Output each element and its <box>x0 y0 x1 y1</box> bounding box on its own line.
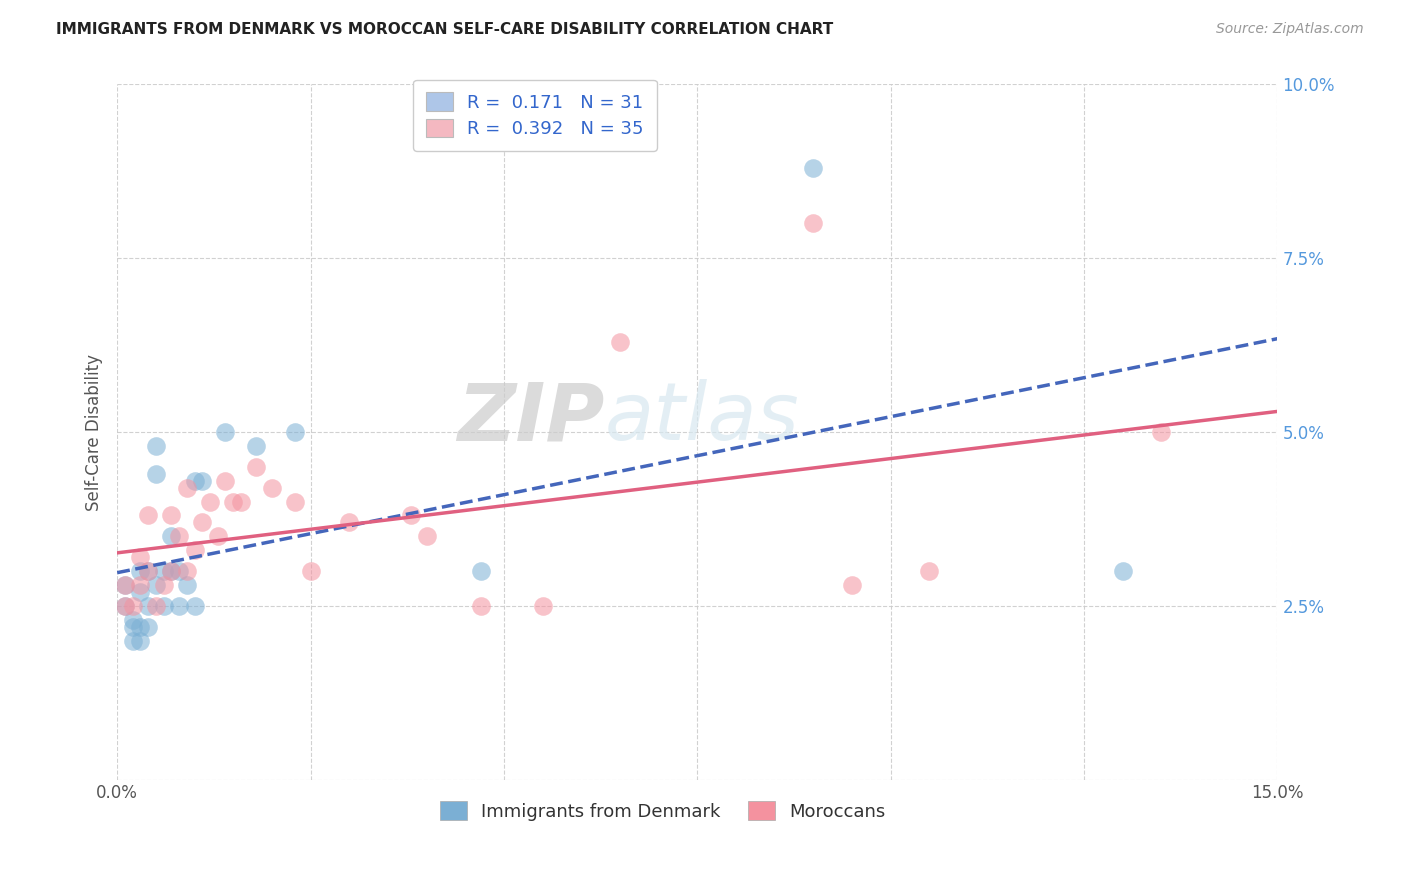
Point <box>415 529 437 543</box>
Point <box>160 564 183 578</box>
Point <box>129 620 152 634</box>
Point <box>167 564 190 578</box>
Point <box>129 578 152 592</box>
Point <box>207 529 229 543</box>
Point <box>145 599 167 613</box>
Legend: Immigrants from Denmark, Moroccans: Immigrants from Denmark, Moroccans <box>427 789 898 833</box>
Point <box>136 508 159 523</box>
Point <box>145 439 167 453</box>
Point <box>114 599 136 613</box>
Point <box>114 578 136 592</box>
Point <box>801 161 824 175</box>
Point <box>531 599 554 613</box>
Point <box>284 425 307 439</box>
Point <box>152 578 174 592</box>
Point <box>176 481 198 495</box>
Point <box>145 467 167 481</box>
Point <box>152 599 174 613</box>
Point <box>176 564 198 578</box>
Point <box>1150 425 1173 439</box>
Point <box>136 620 159 634</box>
Point <box>183 474 205 488</box>
Point <box>214 425 236 439</box>
Point <box>470 599 492 613</box>
Point <box>299 564 322 578</box>
Point <box>841 578 863 592</box>
Point <box>121 633 143 648</box>
Point <box>136 564 159 578</box>
Point <box>114 599 136 613</box>
Point <box>129 564 152 578</box>
Point <box>160 564 183 578</box>
Text: ZIP: ZIP <box>457 379 605 457</box>
Point <box>260 481 283 495</box>
Point <box>470 564 492 578</box>
Point <box>160 529 183 543</box>
Point <box>245 459 267 474</box>
Point <box>167 599 190 613</box>
Point <box>183 599 205 613</box>
Point <box>176 578 198 592</box>
Point <box>801 217 824 231</box>
Y-axis label: Self-Care Disability: Self-Care Disability <box>86 353 103 510</box>
Point <box>121 620 143 634</box>
Point <box>214 474 236 488</box>
Point <box>245 439 267 453</box>
Point <box>145 578 167 592</box>
Point <box>121 613 143 627</box>
Point <box>129 633 152 648</box>
Point <box>337 516 360 530</box>
Text: IMMIGRANTS FROM DENMARK VS MOROCCAN SELF-CARE DISABILITY CORRELATION CHART: IMMIGRANTS FROM DENMARK VS MOROCCAN SELF… <box>56 22 834 37</box>
Point <box>183 543 205 558</box>
Point <box>129 585 152 599</box>
Point <box>1112 564 1135 578</box>
Text: Source: ZipAtlas.com: Source: ZipAtlas.com <box>1216 22 1364 37</box>
Text: atlas: atlas <box>605 379 799 457</box>
Point <box>222 494 245 508</box>
Point <box>229 494 252 508</box>
Point <box>136 599 159 613</box>
Point <box>129 550 152 565</box>
Point <box>152 564 174 578</box>
Point <box>399 508 422 523</box>
Point <box>167 529 190 543</box>
Point <box>918 564 941 578</box>
Point <box>284 494 307 508</box>
Point <box>160 508 183 523</box>
Point <box>609 334 631 349</box>
Point <box>136 564 159 578</box>
Point <box>191 474 214 488</box>
Point <box>121 599 143 613</box>
Point <box>191 516 214 530</box>
Point <box>114 578 136 592</box>
Point <box>198 494 221 508</box>
